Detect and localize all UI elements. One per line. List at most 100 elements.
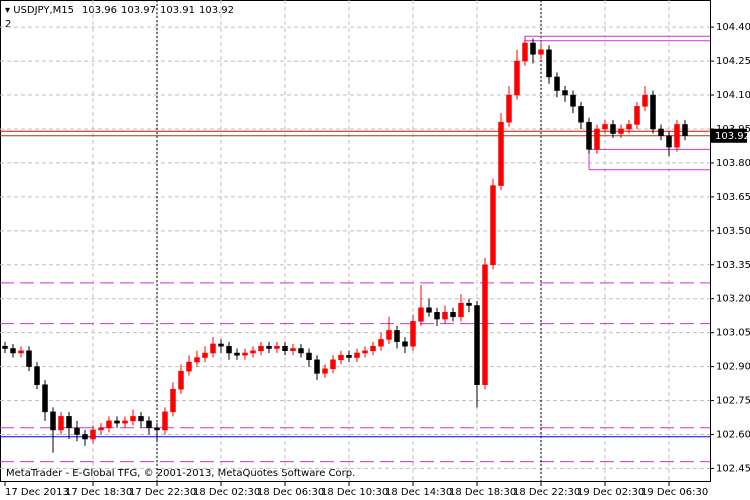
candle-body	[226, 345, 232, 354]
candle-body	[458, 302, 464, 318]
candle-body	[370, 345, 376, 352]
candle-body	[482, 264, 488, 385]
candle-body	[282, 345, 288, 352]
y-tick-label: 104.40	[716, 22, 750, 33]
candle-body	[26, 350, 32, 367]
candle-body	[546, 49, 552, 78]
candle-body	[378, 339, 384, 347]
candle-body	[154, 427, 160, 431]
candle-body	[250, 350, 256, 354]
candle-body	[362, 350, 368, 354]
candle-body	[322, 368, 328, 374]
candle-body	[682, 124, 688, 137]
candle-body	[306, 352, 312, 361]
candle-body	[90, 429, 96, 440]
symbol: USDJPY,M15	[13, 5, 74, 16]
candle-body	[570, 94, 576, 107]
footer: MetaTrader - E-Global TFG, © 2001-2013, …	[6, 468, 355, 479]
candle-body	[674, 124, 680, 148]
candle-body	[98, 427, 104, 431]
candle-body	[66, 416, 72, 428]
x-tick-label: 18 Dec 02:30	[193, 487, 260, 498]
candle-body	[602, 124, 608, 130]
candle-body	[146, 420, 152, 428]
candle-body	[258, 345, 264, 352]
x-tick-label: 18 Dec 18:30	[449, 487, 516, 498]
candle-body	[658, 128, 664, 137]
candle-body	[626, 124, 632, 130]
x-tick-label: 18 Dec 10:30	[321, 487, 388, 498]
candle-body	[186, 361, 192, 372]
candle-body	[442, 312, 448, 320]
x-tick-label: 17 Dec 22:30	[129, 487, 196, 498]
candle-body	[522, 42, 528, 62]
y-tick-label: 103.35	[716, 260, 750, 271]
candle-body	[314, 359, 320, 374]
plot-frame	[0, 0, 711, 482]
header-value: 103.97	[121, 5, 156, 16]
candle-body	[130, 416, 136, 422]
candle-body	[394, 330, 400, 342]
candle-body	[554, 76, 560, 91]
candle-body	[122, 420, 128, 424]
candle-body	[578, 106, 584, 123]
candle-body	[2, 345, 8, 349]
candle-body	[650, 94, 656, 130]
x-tick-label: 18 Dec 22:30	[513, 487, 580, 498]
candle-body	[58, 416, 64, 431]
y-tick-label: 103.20	[716, 294, 750, 305]
candle-body	[82, 434, 88, 440]
subtitle: 2	[5, 19, 11, 30]
candle-body	[514, 60, 520, 96]
header-value: 103.96	[82, 5, 117, 16]
candle-body	[506, 94, 512, 123]
candle-body	[434, 312, 440, 320]
candle-body	[106, 420, 112, 428]
candle-body	[538, 49, 544, 55]
candle-body	[114, 420, 120, 424]
header-value: 103.91	[160, 5, 195, 16]
candle-body	[410, 321, 416, 347]
candle-body	[666, 135, 672, 148]
price-tag	[711, 128, 747, 143]
y-tick-label: 103.05	[716, 328, 750, 339]
y-tick-label: 103.50	[716, 226, 750, 237]
candle-body	[218, 343, 224, 347]
x-tick-label: 18 Dec 06:30	[257, 487, 324, 498]
candle-body	[450, 312, 456, 318]
x-tick-label: 19 Dec 02:30	[577, 487, 644, 498]
y-tick-label: 104.25	[716, 56, 750, 67]
candle-body	[610, 124, 616, 134]
candle-body	[138, 416, 144, 422]
candle-body	[530, 42, 536, 55]
candle-body	[634, 106, 640, 125]
candle-body	[386, 330, 392, 340]
x-tick-label: 17 Dec 2013	[5, 487, 69, 498]
candle-body	[562, 90, 568, 96]
candle-body	[50, 411, 56, 431]
candle-body	[474, 305, 480, 385]
candle-body	[210, 343, 216, 354]
candle-body	[330, 359, 336, 370]
x-tick-label: 19 Dec 06:30	[641, 487, 708, 498]
header-value: 103.92	[199, 5, 234, 16]
candle-body	[74, 427, 80, 435]
y-tick-label: 102.75	[716, 396, 750, 407]
candle-body	[42, 384, 48, 413]
x-tick-label: 17 Dec 18:30	[65, 487, 132, 498]
candle-body	[402, 341, 408, 347]
y-tick-label: 102.45	[716, 463, 750, 474]
y-tick-label: 102.60	[716, 429, 750, 440]
candle-body	[346, 355, 352, 358]
candle-body	[418, 307, 424, 322]
candle-body	[490, 185, 496, 266]
y-tick-label: 102.90	[716, 362, 750, 373]
y-tick-label: 103.65	[716, 192, 750, 203]
candle-body	[202, 352, 208, 358]
candle-body	[586, 121, 592, 150]
candle-body	[642, 94, 648, 107]
candle-body	[354, 352, 360, 358]
candle-body	[10, 348, 16, 354]
